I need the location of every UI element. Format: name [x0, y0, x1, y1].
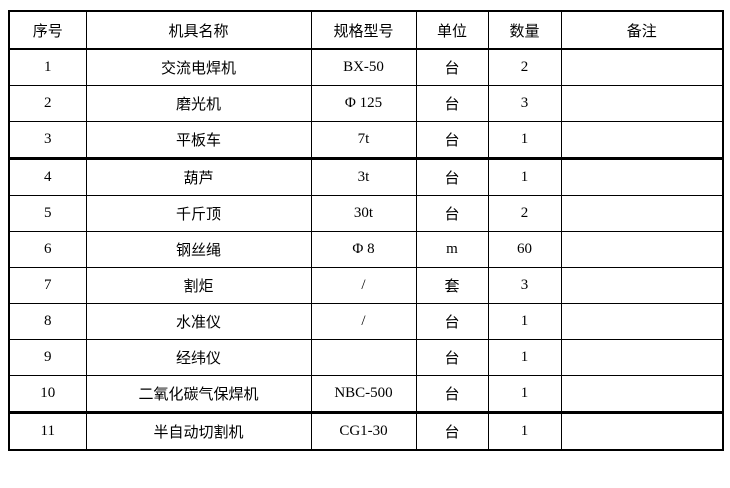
cell-name: 二氧化碳气保焊机 — [85, 375, 312, 413]
cell-spec: / — [310, 267, 417, 304]
cell-spec — [310, 339, 417, 376]
table-row: 1 交流电焊机 BX-50 台 2 — [8, 48, 724, 86]
table-row: 9 经纬仪 台 1 — [8, 339, 724, 376]
cell-qty: 1 — [487, 411, 562, 451]
document-page: 序号 机具名称 规格型号 单位 数量 备注 1 交流电焊机 BX-50 台 2 2 磨光机 Φ… — [8, 10, 724, 451]
cell-index: 8 — [8, 303, 87, 340]
cell-unit: 台 — [415, 85, 489, 122]
cell-spec: 30t — [310, 195, 417, 232]
table-row: 3 平板车 7t 台 1 — [8, 121, 724, 159]
header-cell-spec: 规格型号 — [310, 10, 417, 50]
table-row: 8 水准仪 / 台 1 — [8, 303, 724, 340]
cell-qty: 2 — [487, 48, 562, 86]
table-row: 4 葫芦 3t 台 1 — [8, 157, 724, 196]
cell-name: 钢丝绳 — [85, 231, 312, 268]
cell-qty: 3 — [487, 85, 562, 122]
cell-qty: 1 — [487, 303, 562, 340]
table-row: 5 千斤顶 30t 台 2 — [8, 195, 724, 232]
cell-unit: 台 — [415, 157, 489, 196]
cell-unit: 台 — [415, 303, 489, 340]
cell-name: 千斤顶 — [85, 195, 312, 232]
cell-index: 11 — [8, 411, 87, 451]
cell-index: 5 — [8, 195, 87, 232]
cell-unit: 台 — [415, 375, 489, 413]
cell-unit: 台 — [415, 48, 489, 86]
cell-remark — [560, 411, 724, 451]
cell-remark — [560, 157, 724, 196]
cell-qty: 2 — [487, 195, 562, 232]
cell-qty: 3 — [487, 267, 562, 304]
cell-remark — [560, 195, 724, 232]
cell-qty: 1 — [487, 375, 562, 413]
cell-spec: NBC-500 — [310, 375, 417, 413]
cell-unit: 套 — [415, 267, 489, 304]
cell-name: 割炬 — [85, 267, 312, 304]
cell-name: 经纬仪 — [85, 339, 312, 376]
cell-name: 半自动切割机 — [85, 411, 312, 451]
cell-index: 3 — [8, 121, 87, 159]
cell-spec: / — [310, 303, 417, 340]
cell-name: 葫芦 — [85, 157, 312, 196]
header-cell-qty: 数量 — [487, 10, 562, 50]
cell-index: 2 — [8, 85, 87, 122]
cell-unit: 台 — [415, 339, 489, 376]
cell-remark — [560, 85, 724, 122]
cell-index: 4 — [8, 157, 87, 196]
cell-name: 水准仪 — [85, 303, 312, 340]
cell-spec: BX-50 — [310, 48, 417, 86]
table-row: 2 磨光机 Φ 125 台 3 — [8, 85, 724, 122]
table-row: 11 半自动切割机 CG1-30 台 1 — [8, 411, 724, 451]
cell-qty: 1 — [487, 121, 562, 159]
cell-remark — [560, 267, 724, 304]
table-row: 10 二氧化碳气保焊机 NBC-500 台 1 — [8, 375, 724, 413]
header-cell-index: 序号 — [8, 10, 87, 50]
cell-name: 交流电焊机 — [85, 48, 312, 86]
cell-name: 平板车 — [85, 121, 312, 159]
cell-index: 6 — [8, 231, 87, 268]
cell-remark — [560, 121, 724, 159]
cell-index: 9 — [8, 339, 87, 376]
cell-spec: Φ 125 — [310, 85, 417, 122]
cell-name: 磨光机 — [85, 85, 312, 122]
cell-qty: 1 — [487, 157, 562, 196]
cell-unit: m — [415, 231, 489, 268]
header-cell-unit: 单位 — [415, 10, 489, 50]
cell-unit: 台 — [415, 411, 489, 451]
cell-remark — [560, 231, 724, 268]
cell-spec: 3t — [310, 157, 417, 196]
cell-qty: 1 — [487, 339, 562, 376]
table-row: 7 割炬 / 套 3 — [8, 267, 724, 304]
header-row: 序号 机具名称 规格型号 单位 数量 备注 — [8, 10, 724, 50]
cell-spec: Φ 8 — [310, 231, 417, 268]
cell-qty: 60 — [487, 231, 562, 268]
cell-remark — [560, 48, 724, 86]
cell-remark — [560, 303, 724, 340]
cell-index: 10 — [8, 375, 87, 413]
cell-remark — [560, 375, 724, 413]
equipment-table: 序号 机具名称 规格型号 单位 数量 备注 1 交流电焊机 BX-50 台 2 2 磨光机 Φ… — [8, 10, 724, 451]
header-cell-name: 机具名称 — [85, 10, 312, 50]
cell-unit: 台 — [415, 121, 489, 159]
cell-index: 7 — [8, 267, 87, 304]
cell-index: 1 — [8, 48, 87, 86]
cell-unit: 台 — [415, 195, 489, 232]
table-row: 6 钢丝绳 Φ 8 m 60 — [8, 231, 724, 268]
header-cell-remark: 备注 — [560, 10, 724, 50]
cell-remark — [560, 339, 724, 376]
cell-spec: CG1-30 — [310, 411, 417, 451]
cell-spec: 7t — [310, 121, 417, 159]
